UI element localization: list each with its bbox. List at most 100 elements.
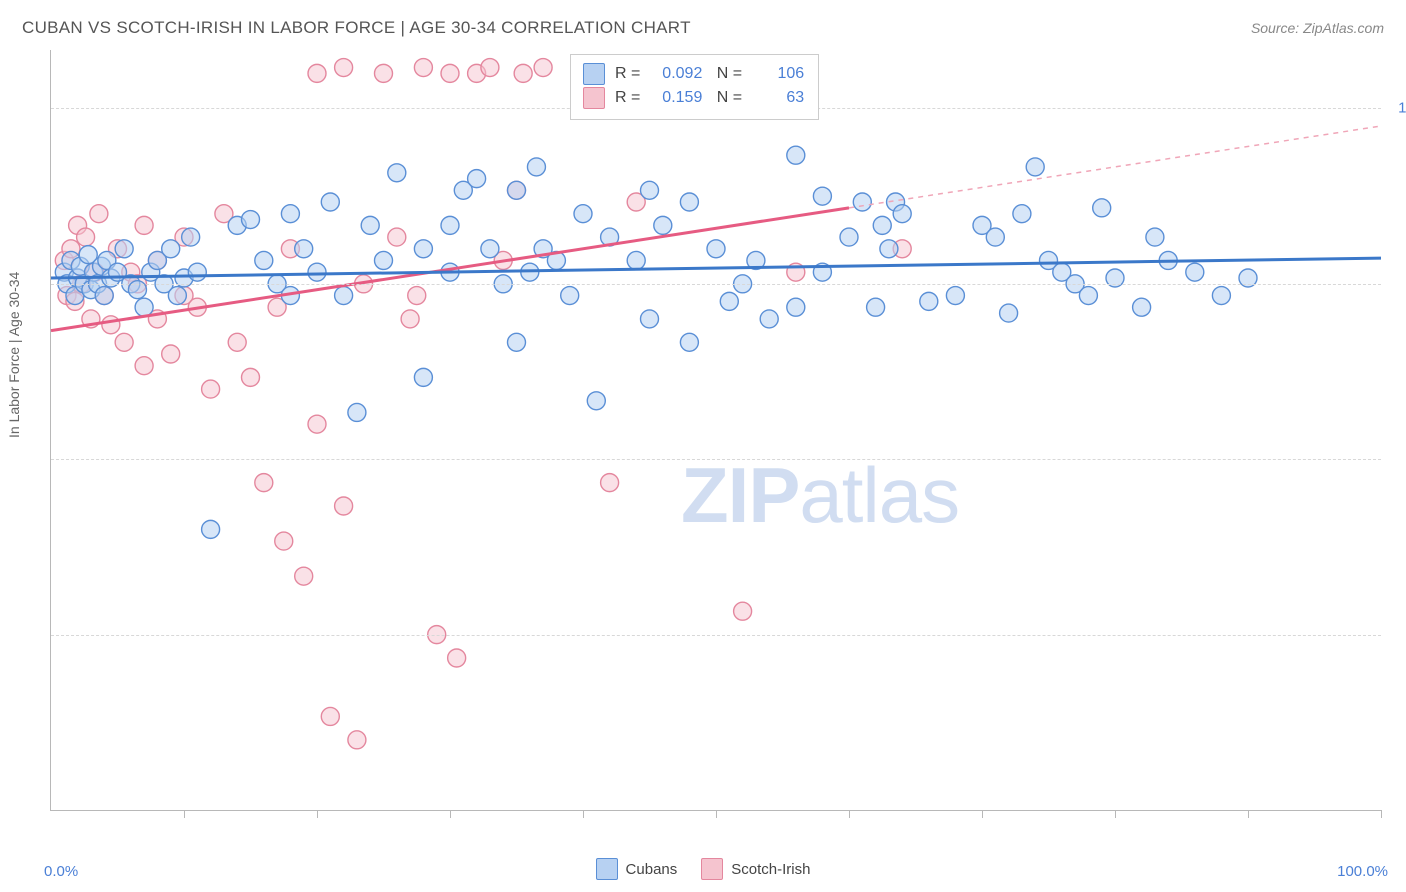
scatter-svg — [51, 50, 1381, 810]
data-point — [90, 205, 108, 223]
data-point — [1026, 158, 1044, 176]
data-point — [627, 251, 645, 269]
data-point — [481, 59, 499, 77]
data-point — [162, 345, 180, 363]
data-point — [534, 59, 552, 77]
data-point — [308, 263, 326, 281]
data-point — [707, 240, 725, 258]
data-point — [102, 316, 120, 334]
data-point — [734, 602, 752, 620]
correlation-stats-box: R = 0.092 N = 106 R = 0.159 N = 63 — [570, 54, 819, 120]
x-axis-max-label: 100.0% — [1337, 863, 1388, 880]
data-point — [202, 520, 220, 538]
data-point — [414, 368, 432, 386]
data-point — [255, 251, 273, 269]
x-tick — [849, 810, 850, 818]
data-point — [641, 310, 659, 328]
data-point — [335, 497, 353, 515]
data-point — [348, 731, 366, 749]
data-point — [308, 64, 326, 82]
data-point — [348, 403, 366, 421]
swatch-cubans — [583, 63, 605, 85]
data-point — [1212, 287, 1230, 305]
data-point — [680, 193, 698, 211]
data-point — [840, 228, 858, 246]
data-point — [946, 287, 964, 305]
chart-plot-area: ZIPatlas 55.0%70.0%85.0%100.0% — [50, 50, 1381, 811]
x-tick — [716, 810, 717, 818]
legend-label-scotch-irish: Scotch-Irish — [731, 861, 810, 878]
data-point — [202, 380, 220, 398]
data-point — [135, 357, 153, 375]
data-point — [641, 181, 659, 199]
data-point — [527, 158, 545, 176]
data-point — [587, 392, 605, 410]
data-point — [408, 287, 426, 305]
data-point — [188, 263, 206, 281]
data-point — [1079, 287, 1097, 305]
x-axis-min-label: 0.0% — [44, 863, 78, 880]
x-tick — [317, 810, 318, 818]
data-point — [414, 59, 432, 77]
data-point — [168, 287, 186, 305]
data-point — [361, 216, 379, 234]
data-point — [388, 164, 406, 182]
x-tick — [184, 810, 185, 818]
trend-line — [849, 126, 1381, 208]
data-point — [1133, 298, 1151, 316]
data-point — [321, 707, 339, 725]
trend-line — [51, 258, 1381, 278]
x-tick — [583, 810, 584, 818]
r-scotch-irish: 0.159 — [650, 89, 702, 107]
grid-line — [51, 635, 1381, 636]
data-point — [720, 292, 738, 310]
data-point — [135, 298, 153, 316]
data-point — [574, 205, 592, 223]
data-point — [813, 187, 831, 205]
swatch-scotch-irish — [583, 87, 605, 109]
data-point — [760, 310, 778, 328]
data-point — [115, 240, 133, 258]
data-point — [1186, 263, 1204, 281]
x-tick — [450, 810, 451, 818]
y-tick-label: 100.0% — [1398, 100, 1406, 117]
data-point — [77, 228, 95, 246]
data-point — [242, 211, 260, 229]
legend-scotch-irish: Scotch-Irish — [701, 858, 810, 880]
data-point — [228, 333, 246, 351]
data-point — [880, 240, 898, 258]
data-point — [481, 240, 499, 258]
legend-label-cubans: Cubans — [626, 861, 678, 878]
data-point — [375, 64, 393, 82]
data-point — [514, 64, 532, 82]
data-point — [295, 567, 313, 585]
grid-line — [51, 284, 1381, 285]
legend: Cubans Scotch-Irish — [0, 858, 1406, 880]
data-point — [115, 333, 133, 351]
data-point — [182, 228, 200, 246]
chart-title: CUBAN VS SCOTCH-IRISH IN LABOR FORCE | A… — [22, 18, 691, 38]
x-tick — [1381, 810, 1382, 818]
n-scotch-irish: 63 — [752, 89, 804, 107]
legend-cubans: Cubans — [596, 858, 678, 880]
data-point — [388, 228, 406, 246]
data-point — [162, 240, 180, 258]
stats-row-scotch-irish: R = 0.159 N = 63 — [583, 87, 804, 109]
x-tick — [1248, 810, 1249, 818]
data-point — [873, 216, 891, 234]
data-point — [468, 170, 486, 188]
source-attribution: Source: ZipAtlas.com — [1251, 20, 1384, 36]
data-point — [335, 287, 353, 305]
data-point — [321, 193, 339, 211]
data-point — [242, 368, 260, 386]
data-point — [893, 205, 911, 223]
data-point — [281, 205, 299, 223]
legend-swatch-scotch-irish — [701, 858, 723, 880]
data-point — [1000, 304, 1018, 322]
data-point — [375, 251, 393, 269]
data-point — [601, 474, 619, 492]
data-point — [508, 181, 526, 199]
stats-row-cubans: R = 0.092 N = 106 — [583, 63, 804, 85]
data-point — [787, 298, 805, 316]
data-point — [680, 333, 698, 351]
